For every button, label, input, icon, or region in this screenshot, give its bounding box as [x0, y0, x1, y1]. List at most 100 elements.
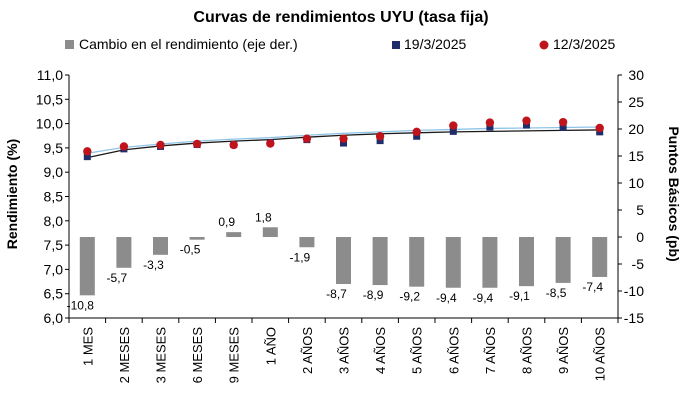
y-left-tick-label: 7,5	[44, 237, 64, 253]
point-12-mar-3	[156, 140, 165, 150]
bar-change-14	[555, 237, 571, 283]
bar-data-label: -1,9	[290, 250, 311, 264]
bar-change-9	[372, 237, 388, 286]
y-right-tick-label: 25	[628, 94, 644, 110]
y-right-tick-label: -15	[624, 310, 644, 326]
x-category-label: 3 AÑOS	[337, 327, 352, 374]
point-19-mar-14	[559, 123, 567, 131]
bar-data-label: 1,8	[255, 210, 272, 224]
point-12-mar-4	[192, 139, 202, 149]
y-left-tick-label: 9,5	[44, 140, 64, 156]
x-category-label: 3 MESES	[154, 327, 169, 384]
x-category-label: 5 AÑOS	[410, 327, 425, 374]
point-12-mar-6	[266, 139, 275, 148]
legend: Cambio en el rendimiento (eje der.) 19/3…	[65, 36, 615, 52]
trend-line-2	[87, 126, 600, 154]
point-12-mar-13	[522, 116, 531, 125]
point-12-mar-14	[558, 117, 568, 127]
bar-data-label: -3,3	[143, 258, 164, 272]
bar-data-label: -9,4	[436, 291, 457, 305]
bar-change-5	[226, 232, 242, 237]
point-19-mar-11	[449, 127, 457, 135]
y-left-tick-label: 10,5	[36, 91, 63, 107]
x-category-label: 10 AÑOS	[593, 327, 608, 382]
point-12-mar-8	[339, 134, 348, 143]
bar-change-12	[482, 237, 498, 288]
y-right-tick-label: 20	[628, 121, 644, 137]
legend-label-19-mar: 19/3/2025	[404, 36, 466, 52]
y-right-tick-label: -10	[624, 283, 644, 299]
y-left-tick-label: 8,0	[44, 213, 64, 229]
bar-change-8	[336, 237, 351, 284]
bar-change-11	[445, 237, 461, 288]
y-right-tick-label: 30	[628, 67, 644, 83]
point-12-mar-7	[302, 134, 312, 143]
point-19-mar-13	[523, 121, 530, 129]
point-19-mar-1	[83, 153, 91, 161]
legend-label-12-mar: 12/3/2025	[553, 36, 615, 52]
bar-change-4	[189, 237, 205, 240]
chart-title: Curvas de rendimientos UYU (tasa fija)	[193, 9, 488, 26]
bar-change-1	[79, 237, 95, 296]
bar-change-3	[153, 237, 168, 255]
y-left-tick-label: 6,5	[44, 286, 64, 302]
bar-data-label: -9,4	[473, 291, 494, 305]
y-left-tick-label: 7,0	[44, 261, 64, 277]
y-left-tick-label: 8,5	[44, 189, 64, 205]
x-category-label: 4 AÑOS	[373, 327, 388, 374]
point-12-mar-15	[595, 123, 604, 133]
bar-change-10	[409, 237, 425, 287]
x-category-label: 2 AÑOS	[300, 327, 315, 374]
point-12-mar-11	[449, 121, 458, 130]
x-category-label: 1 AÑO	[263, 327, 278, 365]
bar-data-label: -9,1	[509, 289, 530, 303]
bar-data-label: -9,2	[399, 290, 420, 304]
bar-data-label: 0,9	[218, 215, 235, 229]
x-category-label: 9 AÑOS	[556, 327, 571, 374]
bar-data-label: -10,8	[67, 298, 95, 312]
point-12-mar-12	[485, 118, 495, 127]
point-19-mar-9	[376, 137, 384, 145]
y-right-tick-label: 5	[636, 202, 644, 218]
x-category-label: 2 MESES	[117, 327, 132, 384]
y-left-tick-label: 9,0	[44, 164, 64, 180]
legend-swatch-bar	[65, 40, 74, 49]
point-12-mar-9	[375, 132, 385, 141]
bar-data-label: -5,7	[107, 271, 128, 285]
point-19-mar-12	[486, 123, 494, 131]
y-right-axis-title: Puntos Básicos (pb)	[666, 126, 682, 261]
plot-area: 6,0 6,5 7,0 7,5 8,0 8,5 9,0 9,5 10,0 10,5 11,0 -15 -…	[36, 67, 644, 383]
point-12-mar-10	[412, 127, 421, 137]
x-category-label: 9 MESES	[227, 327, 242, 384]
bar-data-label: -8,9	[363, 288, 384, 302]
y-right-tick-label: 10	[628, 175, 644, 191]
x-category-label: 6 MESES	[190, 327, 205, 384]
bar-data-label: -0,5	[180, 243, 201, 257]
y-left-axis-title: Rendimiento (%)	[4, 139, 20, 249]
bar-change-13	[519, 237, 534, 287]
bar-data-label: -7,4	[582, 280, 603, 294]
x-category-label: 6 AÑOS	[446, 327, 461, 374]
x-category-label: 7 AÑOS	[483, 327, 498, 374]
point-19-mar-10	[413, 132, 421, 140]
bar-change-2	[116, 237, 132, 268]
point-12-mar-1	[83, 147, 92, 156]
legend-swatch-12-mar	[539, 40, 549, 50]
point-12-mar-2	[119, 142, 129, 151]
y-left-tick-label: 11,0	[37, 67, 63, 83]
y-left-tick-label: 6,0	[44, 310, 64, 326]
bar-change-15	[592, 237, 608, 277]
bar-change-7	[299, 237, 315, 248]
legend-swatch-19-mar	[392, 41, 400, 49]
point-12-mar-5	[229, 140, 238, 150]
bar-data-label: -8,5	[546, 286, 567, 300]
bar-change-6	[262, 227, 278, 237]
bar-data-label: -8,7	[326, 287, 347, 301]
y-right-tick-label: 0	[636, 229, 644, 245]
legend-label-bar: Cambio en el rendimiento (eje der.)	[79, 36, 298, 52]
y-right-tick-label: 15	[628, 148, 644, 164]
x-category-label: 1 MES	[80, 327, 95, 366]
y-right-tick-label: -5	[632, 256, 645, 272]
